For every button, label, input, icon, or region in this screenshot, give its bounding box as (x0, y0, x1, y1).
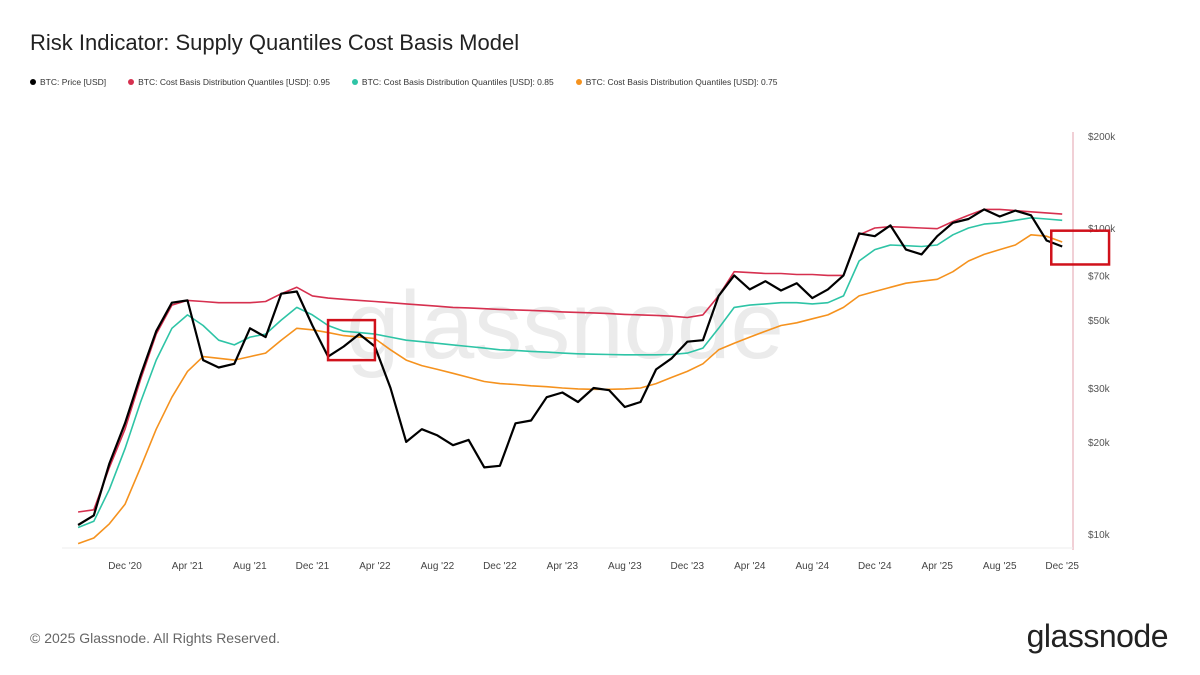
x-tick-label: Aug '23 (608, 561, 642, 572)
y-tick-label: $30k (1088, 384, 1111, 395)
y-tick-label: $50k (1088, 316, 1111, 327)
watermark: glassnode (346, 272, 784, 379)
chart-title: Risk Indicator: Supply Quantiles Cost Ba… (30, 30, 520, 55)
x-tick-label: Apr '25 (922, 561, 954, 572)
x-tick-label: Dec '23 (671, 561, 705, 572)
x-tick-label: Dec '22 (483, 561, 517, 572)
x-tick-label: Apr '23 (547, 561, 579, 572)
x-tick-label: Aug '25 (983, 561, 1017, 572)
annotation-box (1050, 229, 1111, 266)
x-tick-label: Dec '21 (296, 561, 330, 572)
y-tick-label: $10k (1088, 530, 1111, 541)
legend-label: BTC: Cost Basis Distribution Quantiles [… (138, 77, 330, 87)
y-tick-label: $200k (1088, 132, 1116, 143)
legend-label: BTC: Cost Basis Distribution Quantiles [… (585, 77, 778, 87)
legend-dot-icon (575, 79, 582, 85)
x-tick-label: Dec '25 (1045, 561, 1079, 572)
series-line-1 (77, 208, 1063, 513)
legend-label: BTC: Cost Basis Distribution Quantiles [… (361, 77, 554, 87)
x-tick-label: Dec '24 (858, 561, 892, 572)
y-tick-label: $70k (1088, 271, 1111, 282)
glassnode-logo: glassnode (1026, 618, 1169, 654)
series-line-3 (77, 234, 1063, 545)
legend-dot-icon (128, 79, 135, 85)
legend-item[interactable]: BTC: Cost Basis Distribution Quantiles [… (128, 77, 330, 87)
legend-item[interactable]: BTC: Cost Basis Distribution Quantiles [… (575, 77, 778, 87)
legend-item[interactable]: BTC: Price [USD] (30, 77, 106, 87)
legend-item[interactable]: BTC: Cost Basis Distribution Quantiles [… (351, 77, 554, 87)
x-tick-label: Apr '21 (172, 561, 204, 572)
copyright: © 2025 Glassnode. All Rights Reserved. (30, 630, 281, 646)
x-tick-label: Aug '21 (233, 561, 267, 572)
annotation-box (326, 318, 377, 362)
x-tick-label: Aug '24 (795, 561, 829, 572)
legend: BTC: Price [USD] BTC: Cost Basis Distribu… (30, 77, 778, 87)
x-tick-label: Apr '22 (359, 561, 391, 572)
series-line-0 (77, 208, 1063, 526)
y-tick-label: $20k (1088, 438, 1111, 449)
x-tick-label: Apr '24 (734, 561, 766, 572)
x-tick-label: Aug '22 (421, 561, 455, 572)
legend-label: BTC: Price [USD] (40, 77, 107, 87)
series-line-2 (77, 217, 1063, 529)
x-tick-label: Dec '20 (108, 561, 142, 572)
legend-dot-icon (351, 79, 358, 85)
legend-dot-icon (30, 79, 36, 85)
